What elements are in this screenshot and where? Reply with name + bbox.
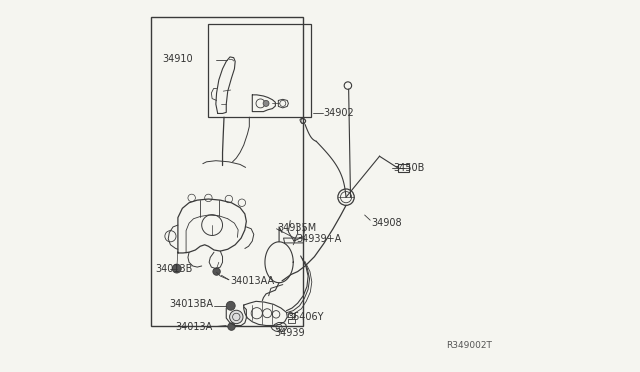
Text: 34910: 34910 [162,54,193,64]
Text: 34935M: 34935M [277,223,316,232]
Circle shape [172,264,181,273]
Bar [209,24,310,117]
Text: 34908: 34908 [371,218,402,228]
Bar [151,17,303,326]
Text: 34939: 34939 [275,328,305,338]
Text: 34902: 34902 [324,109,355,118]
Text: 34013BA: 34013BA [169,299,213,309]
Bar [289,313,295,317]
Circle shape [230,310,243,324]
Circle shape [227,301,235,310]
Text: R349002T: R349002T [446,341,492,350]
Circle shape [228,323,235,330]
Text: 34013A: 34013A [175,323,213,332]
Circle shape [263,100,269,106]
Bar [289,319,295,323]
Text: 34939+A: 34939+A [296,234,342,244]
Text: 34013B: 34013B [156,264,193,273]
Text: 3450B: 3450B [393,163,424,173]
Text: 36406Y: 36406Y [287,312,324,322]
Bar [398,164,408,172]
Circle shape [213,268,220,275]
Text: 34013AA: 34013AA [230,276,274,286]
